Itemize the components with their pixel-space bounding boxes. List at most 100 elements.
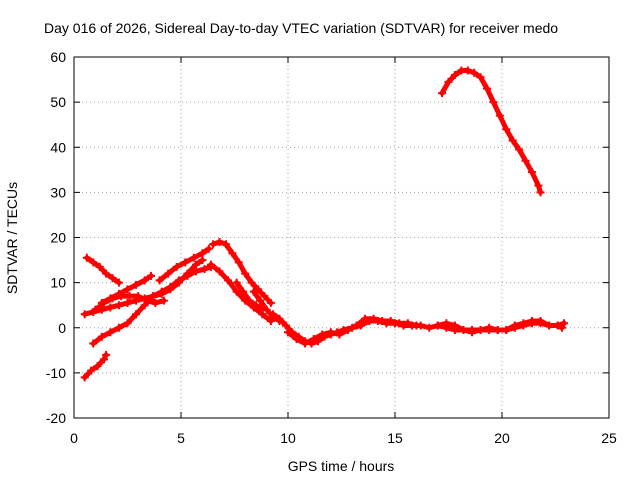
data-point <box>140 301 149 310</box>
data-point <box>508 136 517 145</box>
series-trace <box>435 318 567 335</box>
data-point <box>157 289 166 298</box>
data-point <box>309 335 318 344</box>
data-point <box>91 305 100 314</box>
data-point <box>536 188 545 197</box>
data-point <box>352 321 361 330</box>
y-tick-label: 10 <box>50 275 66 291</box>
data-point <box>209 240 218 249</box>
data-point <box>247 278 256 287</box>
data-point <box>519 319 528 328</box>
series-trace <box>208 262 274 324</box>
data-point <box>284 328 292 337</box>
data-point <box>483 84 492 93</box>
data-point <box>80 310 89 319</box>
grid-lines <box>74 57 609 418</box>
data-point <box>102 350 111 359</box>
x-tick-label: 20 <box>494 430 510 446</box>
data-point <box>239 287 248 296</box>
data-point <box>318 330 327 339</box>
data-point <box>335 330 344 339</box>
y-tick-label: 0 <box>58 320 66 336</box>
data-point <box>191 267 200 276</box>
data-point <box>463 66 472 75</box>
data-point <box>361 314 370 323</box>
y-axis-label: SDTVAR / TECUs <box>4 182 20 294</box>
data-point <box>106 303 115 312</box>
data-point <box>89 339 98 348</box>
series-track-13 <box>284 314 421 348</box>
data-point <box>275 314 284 323</box>
data-point <box>181 258 190 267</box>
data-points <box>80 66 569 382</box>
data-point <box>386 316 395 325</box>
data-point <box>97 332 106 341</box>
data-point <box>93 362 102 371</box>
data-point <box>155 276 164 285</box>
data-point <box>369 314 378 323</box>
series-track-7 <box>155 244 213 285</box>
data-point <box>495 111 504 120</box>
series-track-8 <box>209 238 275 307</box>
y-tick-label: 40 <box>50 139 66 155</box>
series-track-10 <box>232 278 267 314</box>
data-point <box>134 292 143 301</box>
data-point <box>251 301 260 310</box>
data-point <box>234 258 243 267</box>
data-point <box>174 278 183 287</box>
series-track-2 <box>80 350 111 382</box>
data-point <box>476 73 485 82</box>
x-axis-ticks: 0 5 10 15 20 25 <box>70 57 617 446</box>
data-point <box>262 305 271 314</box>
data-point <box>442 319 451 328</box>
data-point <box>433 321 442 330</box>
data-point <box>515 145 524 154</box>
data-point <box>527 316 536 325</box>
y-tick-label: 20 <box>50 230 66 246</box>
y-tick-label: 60 <box>50 49 66 65</box>
x-tick-label: 25 <box>601 430 617 446</box>
data-point <box>249 287 258 296</box>
y-axis-ticks: -20 -10 0 10 20 30 40 50 60 <box>46 49 609 426</box>
data-point <box>444 77 453 86</box>
data-point <box>140 276 149 285</box>
y-tick-label: -20 <box>46 410 66 426</box>
x-tick-label: 5 <box>177 430 185 446</box>
data-point <box>450 321 459 330</box>
data-point <box>151 298 160 307</box>
data-point <box>510 321 519 330</box>
data-point <box>102 269 111 278</box>
data-point <box>256 296 265 305</box>
data-point <box>485 323 494 332</box>
chart-title: Day 016 of 2026, Sidereal Day-to-day VTE… <box>44 20 558 36</box>
data-point <box>123 285 132 294</box>
data-point <box>502 326 511 335</box>
x-tick-label: 0 <box>70 430 78 446</box>
data-point <box>232 278 241 287</box>
data-point <box>147 271 156 280</box>
data-point <box>470 68 479 77</box>
series-track-15 <box>438 66 545 197</box>
x-tick-label: 15 <box>387 430 403 446</box>
data-point <box>172 262 181 271</box>
data-point <box>198 256 207 265</box>
data-point <box>206 260 215 269</box>
data-point <box>326 328 335 337</box>
data-point <box>395 319 404 328</box>
data-point <box>200 265 209 274</box>
data-point <box>281 321 290 330</box>
data-point <box>215 238 224 247</box>
data-point <box>159 296 168 305</box>
data-point <box>343 326 352 335</box>
series-trace <box>439 68 544 195</box>
data-point <box>301 339 310 348</box>
data-point <box>493 326 502 335</box>
data-point <box>438 89 447 98</box>
series-track-1 <box>82 253 123 287</box>
data-point <box>521 156 530 165</box>
x-tick-label: 10 <box>280 430 296 446</box>
data-point <box>468 328 477 337</box>
data-point <box>241 269 250 278</box>
data-point <box>527 168 536 177</box>
